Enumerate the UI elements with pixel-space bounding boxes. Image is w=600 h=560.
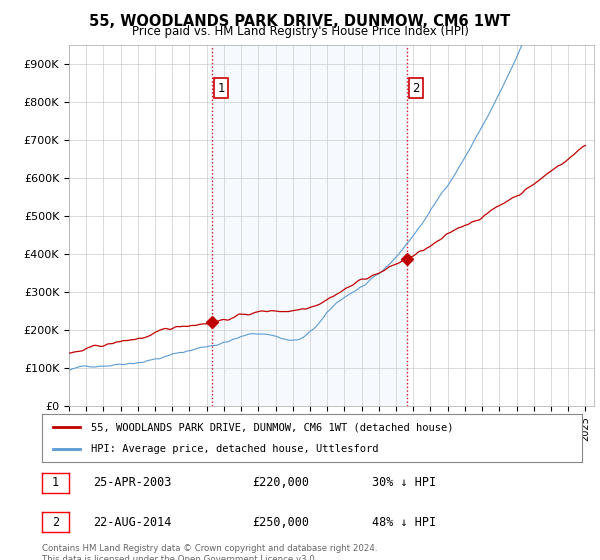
Text: 22-AUG-2014: 22-AUG-2014 — [93, 516, 172, 529]
Text: 1: 1 — [52, 477, 59, 489]
Text: 25-APR-2003: 25-APR-2003 — [93, 477, 172, 489]
Text: Price paid vs. HM Land Registry's House Price Index (HPI): Price paid vs. HM Land Registry's House … — [131, 25, 469, 38]
Text: 55, WOODLANDS PARK DRIVE, DUNMOW, CM6 1WT (detached house): 55, WOODLANDS PARK DRIVE, DUNMOW, CM6 1W… — [91, 422, 453, 432]
Text: 2: 2 — [52, 516, 59, 529]
Text: 1: 1 — [217, 82, 225, 95]
Text: 48% ↓ HPI: 48% ↓ HPI — [372, 516, 436, 529]
Text: £250,000: £250,000 — [252, 516, 309, 529]
Bar — [212, 45, 407, 406]
Text: 30% ↓ HPI: 30% ↓ HPI — [372, 477, 436, 489]
Text: HPI: Average price, detached house, Uttlesford: HPI: Average price, detached house, Uttl… — [91, 444, 378, 454]
Text: 2: 2 — [412, 82, 420, 95]
Text: £220,000: £220,000 — [252, 477, 309, 489]
Text: 55, WOODLANDS PARK DRIVE, DUNMOW, CM6 1WT: 55, WOODLANDS PARK DRIVE, DUNMOW, CM6 1W… — [89, 14, 511, 29]
Text: Contains HM Land Registry data © Crown copyright and database right 2024.
This d: Contains HM Land Registry data © Crown c… — [42, 544, 377, 560]
